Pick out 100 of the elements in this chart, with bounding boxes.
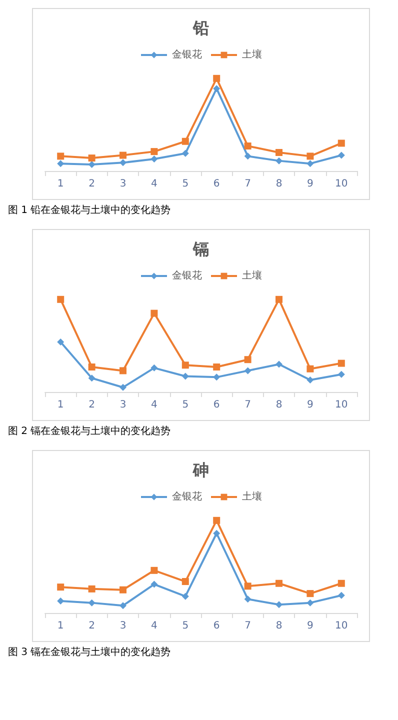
point bbox=[244, 582, 252, 590]
caption: 图 1 铅在金银花与土壤中的变化趋势 bbox=[8, 204, 172, 217]
point bbox=[182, 578, 189, 586]
x-tick-label: 5 bbox=[182, 178, 189, 190]
x-tick-label: 7 bbox=[244, 400, 251, 410]
point bbox=[338, 580, 345, 587]
x-tick-label: 7 bbox=[244, 178, 251, 190]
x-tick-label: 8 bbox=[276, 178, 282, 190]
point bbox=[244, 367, 252, 374]
point bbox=[120, 602, 126, 610]
point bbox=[306, 152, 314, 160]
point bbox=[276, 580, 282, 587]
point bbox=[276, 148, 282, 156]
x-tick-label: 4 bbox=[151, 178, 158, 190]
point bbox=[244, 152, 252, 160]
point bbox=[150, 580, 158, 588]
point bbox=[120, 159, 126, 166]
x-tick-label: 7 bbox=[244, 620, 251, 632]
x-tick-label: 5 bbox=[182, 620, 189, 632]
point bbox=[57, 597, 64, 604]
point bbox=[150, 566, 158, 574]
point bbox=[276, 157, 282, 164]
point bbox=[57, 152, 64, 160]
point bbox=[182, 372, 189, 380]
point bbox=[120, 384, 126, 391]
point bbox=[338, 140, 345, 147]
point bbox=[88, 161, 96, 168]
point bbox=[276, 360, 282, 368]
point bbox=[306, 590, 314, 598]
point bbox=[57, 296, 64, 303]
caption: 图 2 镉在金银花与土壤中的变化趋势 bbox=[8, 424, 172, 438]
x-tick-label: 10 bbox=[335, 400, 348, 410]
point bbox=[150, 310, 158, 317]
chart-title: 铅 bbox=[192, 18, 209, 38]
x-tick-label: 8 bbox=[276, 620, 282, 632]
x-tick-label: 1 bbox=[57, 400, 64, 410]
x-tick-label: 10 bbox=[335, 620, 348, 632]
x-tick-label: 3 bbox=[120, 620, 126, 632]
x-tick-label: 4 bbox=[151, 400, 158, 410]
chart-title: 砷 bbox=[192, 460, 209, 480]
point bbox=[306, 365, 314, 372]
x-tick-label: 9 bbox=[307, 620, 314, 632]
legend-label: 土壤 bbox=[242, 270, 262, 282]
point bbox=[338, 360, 345, 367]
x-tick-label: 5 bbox=[182, 400, 189, 410]
point bbox=[338, 152, 345, 159]
x-tick-label: 2 bbox=[88, 400, 95, 410]
x-tick-label: 2 bbox=[88, 178, 95, 190]
legend-label: 金银花 bbox=[172, 48, 202, 60]
point bbox=[244, 356, 252, 364]
x-tick-label: 6 bbox=[213, 620, 220, 632]
point bbox=[213, 85, 220, 92]
legend-label: 土壤 bbox=[242, 48, 262, 60]
point bbox=[88, 599, 96, 606]
point bbox=[120, 367, 126, 374]
point bbox=[182, 592, 189, 600]
legend-label: 金银花 bbox=[172, 490, 202, 502]
x-tick-label: 9 bbox=[307, 400, 314, 410]
point bbox=[88, 154, 96, 162]
point bbox=[306, 376, 314, 384]
x-tick-label: 1 bbox=[57, 620, 64, 632]
point bbox=[182, 362, 189, 369]
x-tick-label: 6 bbox=[213, 178, 220, 190]
point bbox=[120, 586, 126, 594]
point bbox=[213, 374, 220, 381]
x-tick-label: 4 bbox=[151, 620, 158, 632]
point bbox=[182, 138, 189, 145]
point bbox=[57, 584, 64, 591]
legend-label: 土壤 bbox=[242, 490, 262, 502]
x-tick-label: 9 bbox=[307, 178, 314, 190]
point bbox=[276, 296, 282, 303]
point bbox=[244, 596, 252, 603]
point bbox=[213, 530, 220, 537]
point bbox=[57, 160, 64, 168]
x-tick-label: 3 bbox=[120, 400, 126, 410]
point bbox=[306, 160, 314, 168]
point bbox=[182, 150, 189, 157]
x-tick-label: 2 bbox=[88, 620, 95, 632]
chart-title: 镉 bbox=[192, 240, 209, 258]
x-tick-label: 8 bbox=[276, 400, 282, 410]
point bbox=[88, 585, 96, 592]
legend-label: 金银花 bbox=[172, 270, 202, 282]
point bbox=[338, 592, 345, 599]
point bbox=[88, 364, 96, 370]
point bbox=[244, 142, 252, 150]
point bbox=[213, 516, 220, 524]
point bbox=[338, 370, 345, 378]
x-tick-label: 3 bbox=[120, 178, 126, 190]
point bbox=[150, 148, 158, 156]
point bbox=[306, 599, 314, 606]
point bbox=[150, 155, 158, 162]
x-tick-label: 6 bbox=[213, 400, 220, 410]
point bbox=[276, 601, 282, 608]
x-tick-label: 10 bbox=[335, 178, 348, 190]
point bbox=[150, 364, 158, 372]
caption: 图 3 镉在金银花与土壤中的变化趋势 bbox=[8, 646, 172, 659]
x-tick-label: 1 bbox=[57, 178, 64, 190]
point bbox=[213, 364, 220, 370]
point bbox=[213, 74, 220, 82]
point bbox=[88, 374, 96, 382]
